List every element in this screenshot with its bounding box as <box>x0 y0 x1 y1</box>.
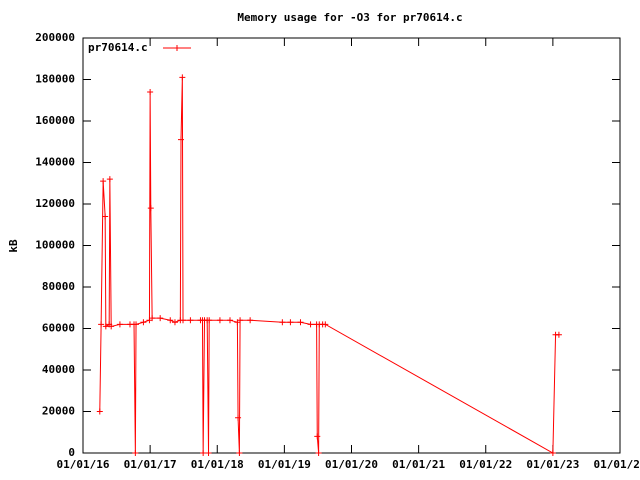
point-marker <box>157 315 164 322</box>
y-tick-label: 40000 <box>42 363 75 376</box>
point-marker <box>147 88 154 95</box>
legend-label: pr70614.c <box>88 41 148 54</box>
point-marker <box>106 176 113 183</box>
point-marker <box>237 317 244 324</box>
y-axis-label: kB <box>7 239 20 253</box>
point-marker <box>279 319 286 326</box>
point-marker <box>98 321 105 328</box>
point-marker <box>555 331 562 338</box>
y-tick-label: 100000 <box>35 239 75 252</box>
point-marker <box>235 414 242 421</box>
point-marker <box>147 205 154 212</box>
point-marker <box>178 136 185 143</box>
point-marker <box>102 213 109 220</box>
plot-border <box>82 37 621 454</box>
point-marker <box>297 319 304 326</box>
point-marker <box>205 450 212 456</box>
point-marker <box>307 321 314 328</box>
point-marker <box>315 450 322 456</box>
point-marker <box>314 433 321 440</box>
point-marker <box>167 317 174 324</box>
y-tick-label: 80000 <box>42 280 75 293</box>
legend-marker <box>174 45 180 51</box>
point-marker <box>200 450 207 456</box>
y-tick-label: 0 <box>68 446 75 459</box>
y-tick-label: 200000 <box>35 31 75 44</box>
point-marker <box>216 317 223 324</box>
chart-title: Memory usage for -O3 for pr70614.c <box>237 11 462 24</box>
y-tick-label: 160000 <box>35 114 75 127</box>
point-marker <box>100 178 107 185</box>
point-marker <box>187 317 194 324</box>
x-tick-label: 01/01/16 <box>57 458 110 471</box>
x-tick-label: 01/01/20 <box>325 458 378 471</box>
point-marker <box>108 323 115 330</box>
point-marker <box>180 317 187 324</box>
x-tick-label: 01/01/23 <box>526 458 579 471</box>
x-tick-label: 01/01/17 <box>124 458 177 471</box>
point-marker <box>133 321 140 328</box>
y-tick-label: 120000 <box>35 197 75 210</box>
point-marker <box>102 323 109 330</box>
point-marker <box>287 319 294 326</box>
point-marker <box>116 321 123 328</box>
point-marker <box>132 450 139 456</box>
point-marker <box>227 317 234 324</box>
point-marker <box>322 321 329 328</box>
point-marker <box>140 319 147 326</box>
series-line <box>99 77 559 454</box>
point-marker <box>206 317 213 324</box>
x-tick-label: 01/01/19 <box>258 458 311 471</box>
x-tick-label: 01/01/21 <box>392 458 445 471</box>
point-marker <box>171 319 178 326</box>
point-marker <box>179 74 186 81</box>
point-marker <box>236 450 243 456</box>
y-tick-label: 20000 <box>42 405 75 418</box>
point-marker <box>247 317 254 324</box>
point-marker <box>149 315 156 322</box>
x-tick-label: 01/01/22 <box>459 458 512 471</box>
y-tick-label: 180000 <box>35 73 75 86</box>
point-marker <box>549 450 556 456</box>
y-tick-label: 60000 <box>42 322 75 335</box>
x-tick-label: 01/01/18 <box>191 458 244 471</box>
point-marker <box>96 408 103 415</box>
y-tick-label: 140000 <box>35 156 75 169</box>
x-tick-label: 01/01/24 <box>594 458 640 471</box>
